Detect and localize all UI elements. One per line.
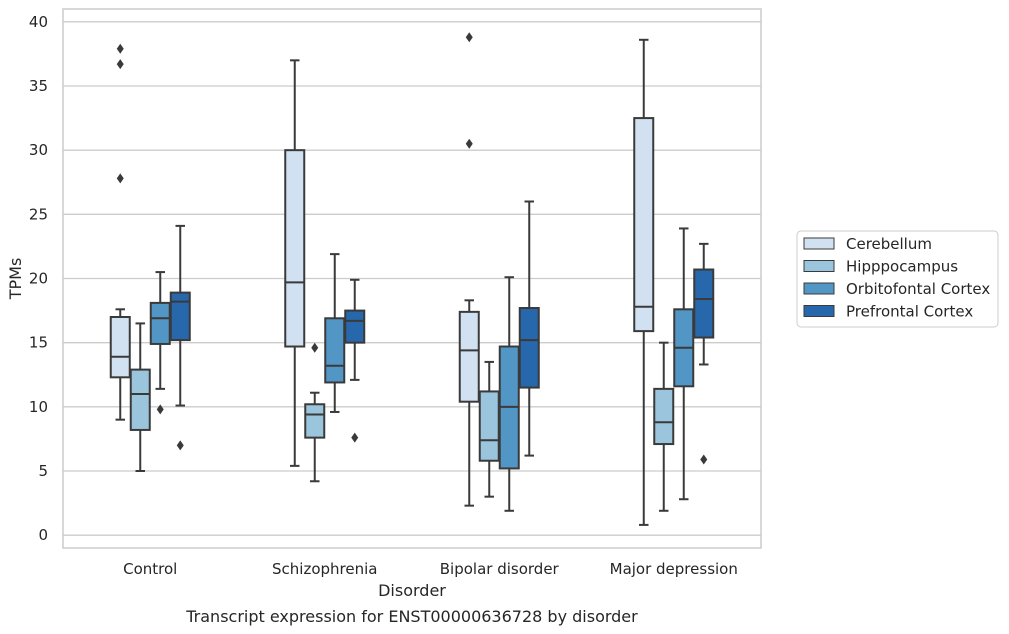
x-tick-label: Major depression <box>610 560 738 578</box>
box-prefrontal-cortex <box>169 224 191 451</box>
y-tick-label: 0 <box>38 526 48 544</box>
y-tick-label: 35 <box>29 77 48 95</box>
y-axis-label: TPMs <box>6 258 25 301</box>
outlier-point <box>700 454 708 465</box>
outlier-point <box>116 43 124 54</box>
box-orbitofontal-cortex <box>673 227 695 501</box>
legend-frame <box>796 230 999 328</box>
y-tick-label: 5 <box>38 462 48 480</box>
iqr-box <box>149 301 171 345</box>
legend-label: Cerebellum <box>846 235 932 253</box>
iqr-box <box>344 309 366 344</box>
grid-lines <box>63 21 761 536</box>
iqr-box <box>324 317 346 384</box>
legend-label: Orbitofontal Cortex <box>846 280 990 298</box>
outlier-point <box>311 342 319 353</box>
box-orbitofontal-cortex <box>324 253 346 413</box>
boxes <box>109 32 715 526</box>
box-hipppocampus <box>653 341 675 512</box>
box-prefrontal-cortex <box>518 200 540 457</box>
y-axis-ticks: 0 5 10 15 20 25 30 35 40 <box>29 13 48 544</box>
iqr-box <box>109 316 131 379</box>
outlier-point <box>116 173 124 184</box>
legend: Cerebellum Hipppocampus Orbitofontal Corte… <box>796 230 999 328</box>
box-hipppocampus <box>304 342 326 483</box>
iqr-box <box>633 117 655 333</box>
box-hipppocampus <box>478 360 500 498</box>
y-tick-label: 20 <box>29 270 48 288</box>
y-tick-label: 10 <box>29 398 48 416</box>
legend-swatch <box>803 282 835 295</box>
box-cerebellum <box>284 59 306 467</box>
legend-label: Prefrontal Cortex <box>846 303 973 321</box>
y-tick-label: 30 <box>29 141 48 159</box>
y-tick-label: 25 <box>29 205 48 223</box>
y-tick-label: 40 <box>29 13 48 31</box>
iqr-box <box>518 307 540 389</box>
x-axis-label: Disorder <box>378 581 446 600</box>
y-tick-label: 15 <box>29 334 48 352</box>
box-cerebellum <box>633 38 655 526</box>
iqr-box <box>693 268 715 339</box>
iqr-box <box>478 390 500 462</box>
outlier-point <box>465 138 473 149</box>
box-hipppocampus <box>129 322 151 472</box>
x-tick-label: Bipolar disorder <box>440 560 560 578</box>
legend-swatch <box>803 260 835 272</box>
x-axis-ticks: Control Schizophrenia Bipolar disorder Majo… <box>123 560 738 578</box>
legend-swatch <box>803 305 835 317</box>
legend-swatch <box>803 237 835 250</box>
iqr-box <box>304 403 326 439</box>
plot-frame <box>62 8 762 549</box>
iqr-box <box>458 310 480 403</box>
iqr-box <box>284 149 306 348</box>
box-orbitofontal-cortex <box>149 271 171 415</box>
outlier-point <box>156 404 164 415</box>
x-tick-label: Schizophrenia <box>272 560 377 578</box>
iqr-box <box>129 368 151 431</box>
box-cerebellum <box>458 32 480 507</box>
outlier-point <box>351 432 359 443</box>
iqr-box <box>653 387 675 446</box>
outlier-point <box>116 59 124 70</box>
box-cerebellum <box>109 43 131 421</box>
outlier-point <box>176 440 184 451</box>
outlier-point <box>465 32 473 43</box>
box-orbitofontal-cortex <box>498 276 520 512</box>
legend-label: Hipppocampus <box>846 258 958 276</box>
box-prefrontal-cortex <box>344 278 366 443</box>
chart-caption: Transcript expression for ENST0000063672… <box>185 607 638 626</box>
box-prefrontal-cortex <box>693 242 715 465</box>
x-tick-label: Control <box>123 560 177 578</box>
iqr-box <box>169 291 191 342</box>
